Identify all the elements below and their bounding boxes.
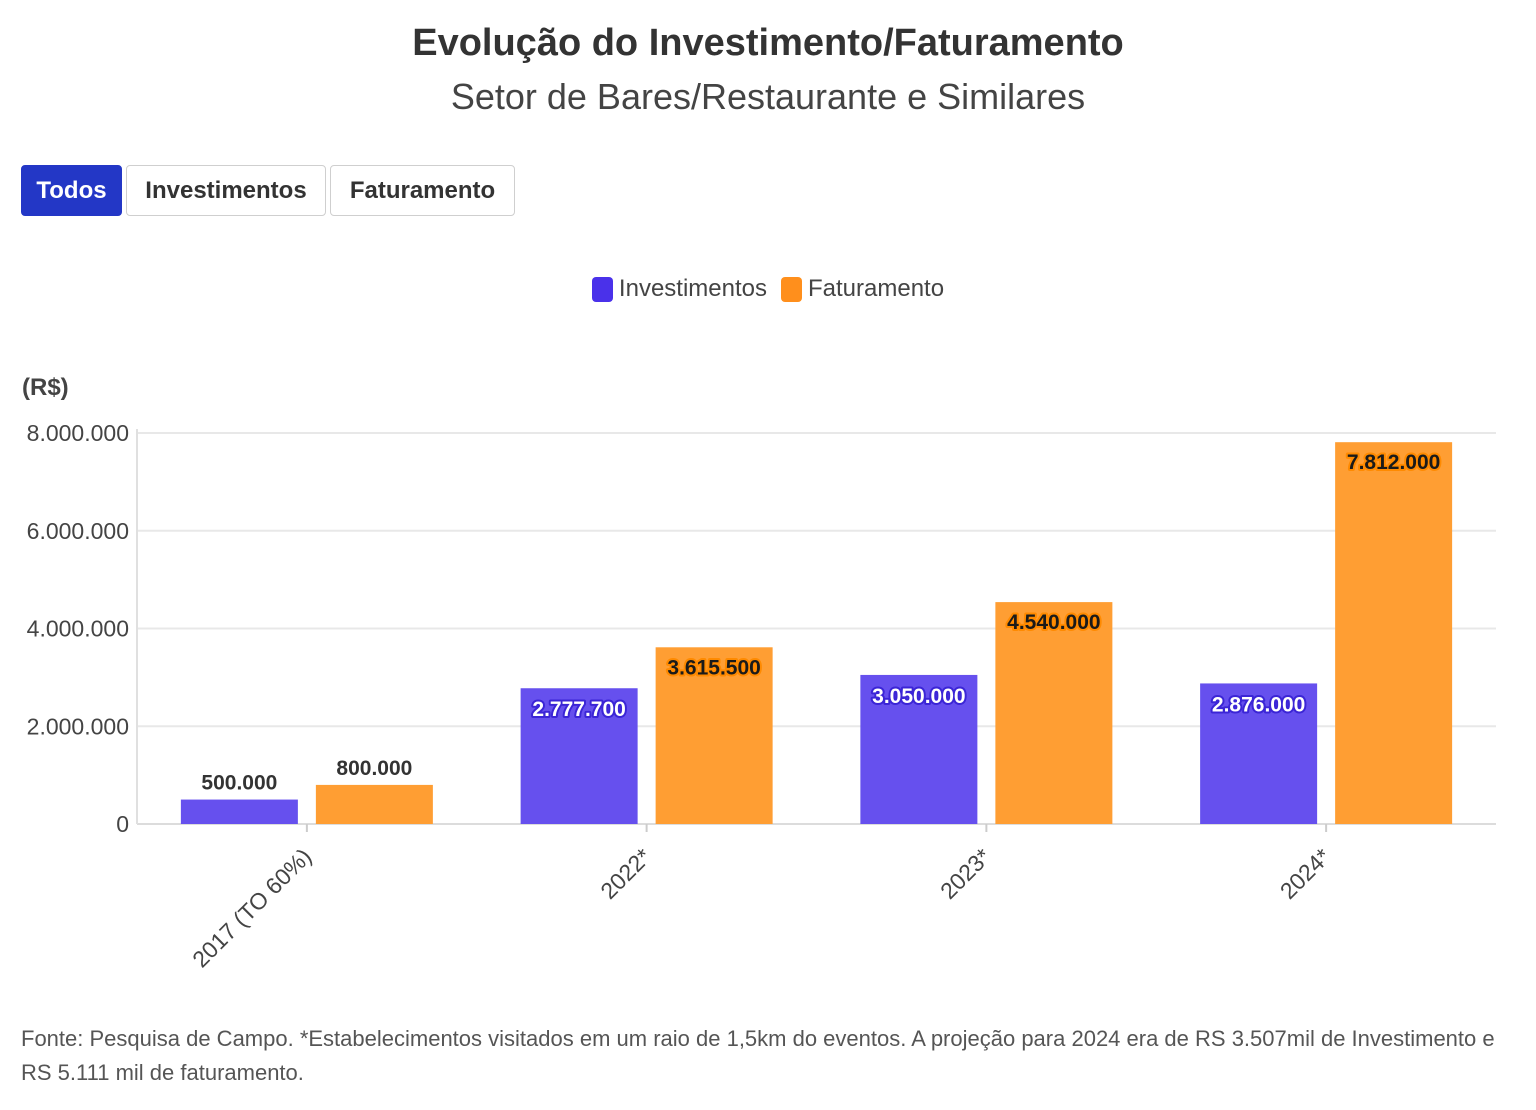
bar-faturamento: [315, 784, 433, 824]
filter-button-faturamento[interactable]: Faturamento: [330, 165, 515, 216]
y-axis-unit-label: (R$): [22, 374, 69, 401]
y-tick-label: 6.000.000: [27, 518, 129, 544]
data-label: 500.000: [201, 772, 277, 795]
chart-subtitle: Setor de Bares/Restaurante e Similares: [450, 76, 1086, 117]
bar-investimentos: [1200, 683, 1318, 824]
chart-title: Evolução do Investimento/Faturamento: [412, 22, 1124, 64]
legend-swatch-faturamento: [781, 276, 802, 302]
bar-faturamento: [1335, 442, 1453, 824]
bar-investimentos: [520, 688, 638, 824]
bar-faturamento: [655, 647, 773, 824]
y-tick-label: 8.000.000: [27, 420, 129, 446]
x-tick-label: 2024*: [1275, 843, 1336, 904]
filter-button-investimentos[interactable]: Investimentos: [126, 165, 326, 216]
chart-legend: Investimentos Faturamento: [0, 275, 1536, 303]
data-label: 3.615.500: [667, 656, 760, 679]
filter-button-todos[interactable]: Todos: [21, 165, 122, 216]
data-label: 2.876.000: [1212, 693, 1305, 716]
data-label: 800.000: [336, 757, 412, 780]
y-tick-label: 2.000.000: [27, 713, 129, 739]
legend-swatch-investimentos: [591, 276, 613, 302]
data-label: 4.540.000: [1007, 611, 1100, 634]
y-tick-label: 0: [116, 811, 129, 837]
bar-chart: 0 2.000.000 4.000.000 6.000.000 8.000.000 201…: [27, 420, 1496, 972]
footnote: Fonte: Pesquisa de Campo. *Estabelecimen…: [21, 1026, 1495, 1085]
x-tick-label: 2023*: [935, 843, 996, 904]
legend-label-investimentos: Investimentos: [618, 275, 767, 302]
data-label: 3.050.000: [872, 685, 965, 708]
data-label: 7.812.000: [1347, 451, 1440, 474]
legend-item-faturamento[interactable]: Faturamento: [781, 275, 944, 303]
bar-faturamento: [995, 602, 1113, 824]
legend-item-investimentos[interactable]: Investimentos: [591, 275, 767, 303]
x-tick-label: 2022*: [595, 843, 656, 904]
x-tick-label: 2017 (TO 60%): [187, 843, 316, 972]
legend-label-faturamento: Faturamento: [808, 275, 945, 302]
bar-investimentos: [180, 799, 298, 824]
data-label: 2.777.700: [532, 698, 625, 721]
bar-investimentos: [860, 674, 978, 824]
y-tick-label: 4.000.000: [27, 616, 129, 642]
